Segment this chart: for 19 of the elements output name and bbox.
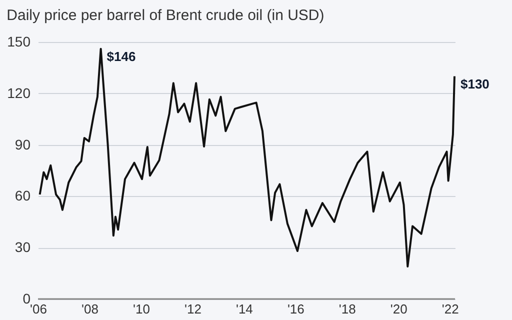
x-tick-label: '08 (82, 302, 98, 316)
y-tick-label: 60 (14, 188, 31, 204)
x-tick-label: '18 (338, 302, 356, 316)
annotation: $130 (460, 76, 490, 92)
x-tick-label: '22 (442, 302, 459, 316)
y-tick-label: 0 (22, 290, 31, 306)
x-tick-label: '14 (236, 302, 253, 316)
y-tick-label: 120 (7, 84, 31, 101)
y-tick-label: 90 (14, 136, 31, 152)
y-tick-label: 150 (7, 34, 31, 50)
annotation: $146 (106, 48, 136, 64)
x-tick-label: '10 (132, 302, 150, 316)
x-tick-label: '16 (287, 302, 304, 316)
x-tick-label: '12 (184, 302, 202, 316)
chart-title: Daily price per barrel of Brent crude oil (in USD) (6, 7, 324, 24)
x-tick-label: '06 (30, 302, 47, 316)
line-series (38, 48, 456, 268)
y-tick-label: 30 (14, 239, 31, 256)
x-tick-label: '20 (390, 302, 408, 316)
